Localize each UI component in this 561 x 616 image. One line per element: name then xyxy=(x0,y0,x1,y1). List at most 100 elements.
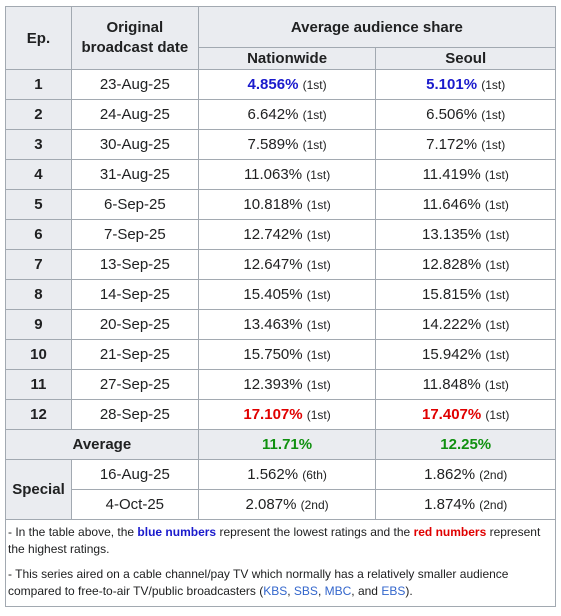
link-ebs[interactable]: EBS xyxy=(381,584,406,598)
nationwide-value: 6.642% xyxy=(247,106,299,123)
seoul-rank: (2nd) xyxy=(479,468,508,482)
table-row: 5 6-Sep-25 10.818% (1st) 11.646% (1st) xyxy=(5,189,556,220)
header-seoul: Seoul xyxy=(375,47,556,70)
seoul-rank: (2nd) xyxy=(479,498,508,512)
nationwide-rank: (1st) xyxy=(302,138,327,152)
episode-number: 4 xyxy=(5,159,72,190)
header-row: Ep. Original broadcast date Average audi… xyxy=(5,6,557,70)
episode-number: 11 xyxy=(5,369,72,400)
episode-number: 10 xyxy=(5,339,72,370)
link-kbs[interactable]: KBS xyxy=(263,584,288,598)
episode-number: 6 xyxy=(5,219,72,250)
nationwide-rating: 11.063% (1st) xyxy=(197,159,377,190)
seoul-rating: 6.506% (1st) xyxy=(375,99,556,130)
nationwide-rank: (1st) xyxy=(306,378,331,392)
broadcast-date: 23-Aug-25 xyxy=(70,69,199,100)
nationwide-rating: 2.087% (2nd) xyxy=(197,489,377,520)
seoul-value: 1.874% xyxy=(424,496,476,513)
seoul-rating: 1.874% (2nd) xyxy=(375,489,556,520)
nationwide-value: 15.750% xyxy=(243,346,303,363)
average-seoul: 12.25% xyxy=(375,429,556,460)
seoul-rating: 12.828% (1st) xyxy=(375,249,556,280)
nationwide-value: 15.405% xyxy=(243,286,303,303)
seoul-rating: 7.172% (1st) xyxy=(375,129,556,160)
nationwide-rank: (1st) xyxy=(306,198,331,212)
nationwide-rating: 12.742% (1st) xyxy=(197,219,377,250)
table-row: 8 14-Sep-25 15.405% (1st) 15.815% (1st) xyxy=(5,279,556,310)
seoul-rank: (1st) xyxy=(485,288,510,302)
episode-number: 5 xyxy=(5,189,72,220)
average-label: Average xyxy=(5,429,199,460)
table-row: 2 24-Aug-25 6.642% (1st) 6.506% (1st) xyxy=(5,99,556,130)
note1-prefix: - In the table above, the xyxy=(8,525,138,539)
seoul-value: 6.506% xyxy=(426,106,478,123)
note2-sep: , xyxy=(317,584,325,598)
nationwide-rank: (1st) xyxy=(302,108,327,122)
nationwide-value: 13.463% xyxy=(243,316,303,333)
nationwide-rank: (1st) xyxy=(306,228,331,242)
episode-number: 2 xyxy=(5,99,72,130)
seoul-rating: 11.419% (1st) xyxy=(375,159,556,190)
table-row: 9 20-Sep-25 13.463% (1st) 14.222% (1st) xyxy=(5,309,556,340)
header-ep: Ep. xyxy=(5,6,72,70)
ratings-body: 1 23-Aug-25 4.856% (1st) 5.101% (1st) 2 24-Au… xyxy=(5,69,556,520)
average-nationwide: 11.71% xyxy=(197,429,377,460)
nationwide-rank: (1st) xyxy=(306,348,331,362)
nationwide-value: 17.107% xyxy=(243,406,303,423)
seoul-value: 15.942% xyxy=(422,346,482,363)
broadcast-date: 4-Oct-25 xyxy=(70,489,199,520)
seoul-value: 11.646% xyxy=(422,196,481,213)
special-row: Special 16-Aug-25 1.562% (6th) 1.862% (2nd) xyxy=(5,459,556,520)
broadcast-date: 14-Sep-25 xyxy=(70,279,199,310)
seoul-rank: (1st) xyxy=(485,408,510,422)
table-row: 6 7-Sep-25 12.742% (1st) 13.135% (1st) xyxy=(5,219,556,250)
nationwide-rank: (1st) xyxy=(302,78,327,92)
note1-blue-numbers: blue numbers xyxy=(137,525,217,539)
table-row: 12 28-Sep-25 17.107% (1st) 17.407% (1st) xyxy=(5,399,556,430)
seoul-rank: (1st) xyxy=(481,138,506,152)
nationwide-value: 2.087% xyxy=(245,496,297,513)
seoul-value: 17.407% xyxy=(422,406,482,423)
header-broadcast-date: Original broadcast date xyxy=(70,6,199,70)
seoul-rank: (1st) xyxy=(484,168,509,182)
broadcast-date: 16-Aug-25 xyxy=(70,459,199,490)
seoul-rating: 14.222% (1st) xyxy=(375,309,556,340)
nationwide-rank: (1st) xyxy=(306,168,331,182)
table-row: 3 30-Aug-25 7.589% (1st) 7.172% (1st) xyxy=(5,129,556,160)
broadcast-date: 21-Sep-25 xyxy=(70,339,199,370)
note2-prefix: - This series aired on a cable channel/p… xyxy=(8,567,509,598)
subheader-row: Nationwide Seoul xyxy=(6,47,556,70)
nationwide-rating: 17.107% (1st) xyxy=(197,399,377,430)
note2-suffix: ). xyxy=(405,584,413,598)
average-nationwide-value: 11.71% xyxy=(262,436,313,453)
seoul-rating: 15.942% (1st) xyxy=(375,339,556,370)
nationwide-rating: 7.589% (1st) xyxy=(197,129,377,160)
ratings-section: Ep. Original broadcast date Average audi… xyxy=(5,6,557,607)
seoul-value: 12.828% xyxy=(422,256,482,273)
nationwide-rating: 4.856% (1st) xyxy=(197,69,377,100)
special-row: 4-Oct-25 2.087% (2nd) 1.874% (2nd) xyxy=(6,489,556,520)
seoul-rating: 17.407% (1st) xyxy=(375,399,556,430)
nationwide-rating: 6.642% (1st) xyxy=(197,99,377,130)
link-sbs[interactable]: SBS xyxy=(293,584,318,598)
note1-middle: represent the lowest ratings and the xyxy=(216,525,414,539)
broadcast-date: 20-Sep-25 xyxy=(70,309,199,340)
seoul-value: 11.848% xyxy=(422,376,481,393)
link-mbc[interactable]: MBC xyxy=(324,584,352,598)
broadcast-date: 24-Aug-25 xyxy=(70,99,199,130)
broadcast-date: 31-Aug-25 xyxy=(70,159,199,190)
seoul-rating: 5.101% (1st) xyxy=(375,69,556,100)
nationwide-rating: 15.750% (1st) xyxy=(197,339,377,370)
note-cable-channel: - This series aired on a cable channel/p… xyxy=(8,566,555,600)
nationwide-rank: (1st) xyxy=(306,408,331,422)
average-seoul-value: 12.25% xyxy=(440,436,492,453)
episode-number: 9 xyxy=(5,309,72,340)
header-audience-share: Average audience share xyxy=(197,6,557,48)
nationwide-rating: 12.393% (1st) xyxy=(197,369,377,400)
broadcast-date: 27-Sep-25 xyxy=(70,369,199,400)
seoul-rank: (1st) xyxy=(485,318,510,332)
broadcast-date: 13-Sep-25 xyxy=(70,249,199,280)
seoul-value: 7.172% xyxy=(426,136,478,153)
seoul-rank: (1st) xyxy=(484,378,509,392)
episode-number: 1 xyxy=(5,69,72,100)
